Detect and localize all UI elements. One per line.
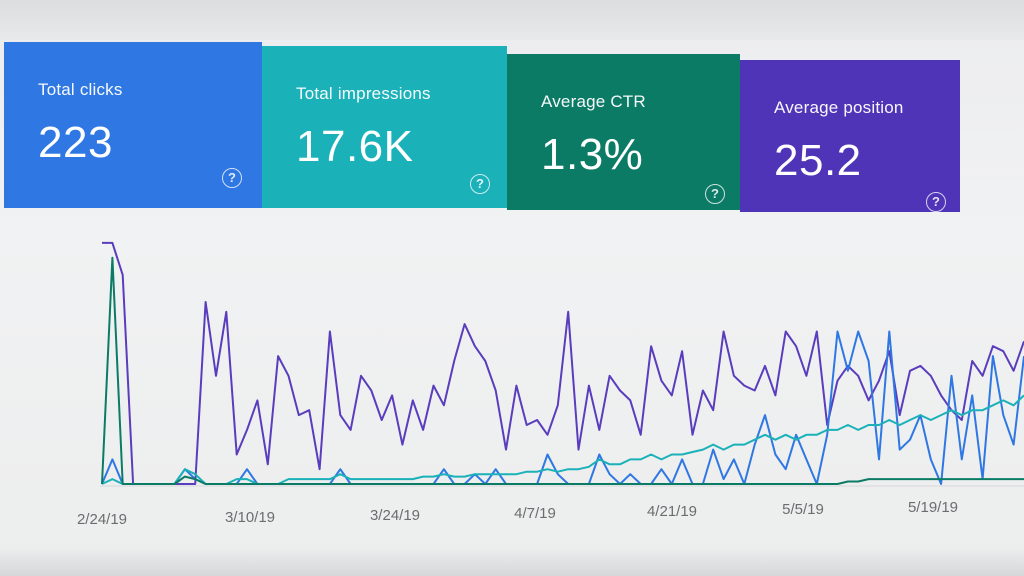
average-ctr-value: 1.3% bbox=[541, 130, 644, 179]
bottom-shade bbox=[0, 548, 1024, 576]
average-position-value: 25.2 bbox=[774, 136, 862, 185]
total-clicks-value: 223 bbox=[38, 118, 113, 167]
series-layer bbox=[101, 241, 1024, 485]
question-circle-icon[interactable]: ? bbox=[926, 192, 946, 212]
total-impressions-label: Total impressions bbox=[296, 84, 431, 103]
average-position-card[interactable]: Average position 25.2 ? bbox=[740, 60, 960, 212]
x-tick-label: 4/21/19 bbox=[647, 503, 697, 520]
question-circle-icon[interactable]: ? bbox=[470, 174, 490, 194]
performance-chart[interactable]: 2/24/19 3/10/19 3/24/19 4/7/19 4/21/19 5/5/19… bbox=[0, 214, 1024, 576]
x-tick-label: 5/5/19 bbox=[782, 501, 824, 518]
total-clicks-card[interactable]: Total clicks 223 ? bbox=[4, 42, 262, 208]
performance-chart-svg[interactable]: 2/24/19 3/10/19 3/24/19 4/7/19 4/21/19 5/5/19… bbox=[0, 214, 1024, 544]
x-tick-label: 3/10/19 bbox=[225, 509, 275, 526]
question-circle-icon[interactable]: ? bbox=[222, 168, 242, 188]
average-position-label: Average position bbox=[774, 98, 904, 117]
x-axis-ticks: 2/24/19 3/10/19 3/24/19 4/7/19 4/21/19 5/5/19… bbox=[77, 499, 958, 528]
total-impressions-card[interactable]: Total impressions 17.6K ? bbox=[262, 46, 507, 208]
total-impressions-value: 17.6K bbox=[296, 122, 414, 171]
x-tick-label: 4/7/19 bbox=[514, 505, 556, 522]
question-circle-icon[interactable]: ? bbox=[705, 184, 725, 204]
series-line-1 bbox=[101, 330, 1024, 485]
series-line-0 bbox=[102, 241, 1024, 485]
metric-cards: Total clicks 223 ? Total impressions 17.… bbox=[4, 40, 1024, 212]
series-line-3 bbox=[101, 256, 1024, 485]
x-tick-label: 2/24/19 bbox=[77, 511, 127, 528]
x-tick-label: 3/24/19 bbox=[370, 507, 420, 524]
series-line-2 bbox=[101, 394, 1024, 485]
top-bar bbox=[0, 0, 1024, 40]
x-tick-label: 5/19/19 bbox=[908, 499, 958, 516]
average-ctr-card[interactable]: Average CTR 1.3% ? bbox=[507, 54, 740, 210]
total-clicks-label: Total clicks bbox=[38, 80, 123, 99]
average-ctr-label: Average CTR bbox=[541, 92, 646, 111]
